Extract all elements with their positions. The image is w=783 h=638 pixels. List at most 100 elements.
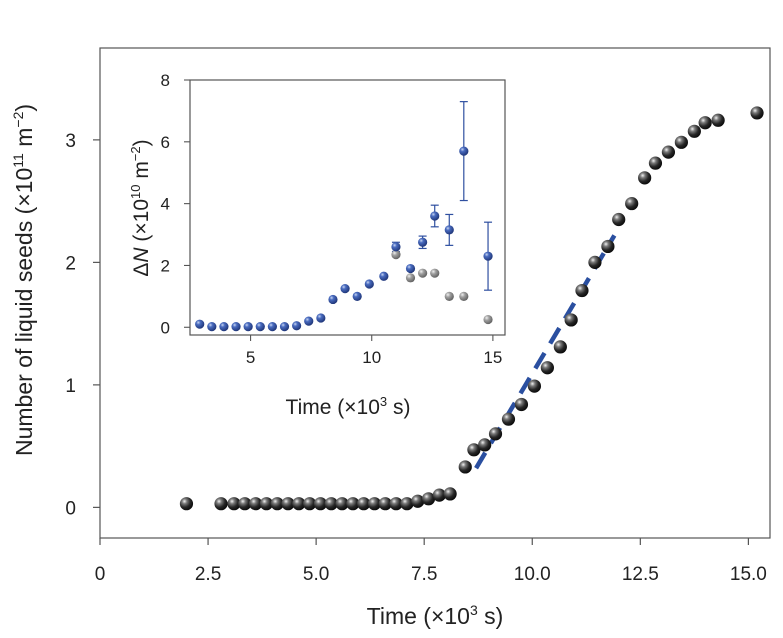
inset-gray-point bbox=[405, 273, 416, 283]
inset-gray-point bbox=[430, 268, 440, 278]
inset-blue-point bbox=[267, 322, 277, 332]
main-x-title-base: Time (×10 bbox=[367, 603, 470, 629]
main-data-point bbox=[661, 145, 676, 159]
inset-blue-point bbox=[459, 146, 469, 156]
inset-y-title-base: (×10 bbox=[130, 199, 153, 247]
main-x-tick-label: 0 bbox=[95, 564, 106, 585]
main-data-point bbox=[458, 460, 472, 474]
inset-y-tick-label: 2 bbox=[161, 256, 170, 275]
main-data-point bbox=[249, 497, 263, 511]
inset-blue-point bbox=[444, 225, 454, 235]
main-data-point bbox=[389, 497, 403, 511]
main-data-point bbox=[687, 124, 701, 138]
main-data-point bbox=[625, 196, 639, 211]
inset-blue-point bbox=[391, 242, 401, 252]
inset-blue-point bbox=[231, 322, 241, 332]
main-data-point bbox=[179, 497, 194, 511]
inset-blue-point bbox=[195, 319, 205, 329]
main-x-tick-label: 15.0 bbox=[730, 564, 767, 585]
main-x-title-exp: 3 bbox=[470, 602, 478, 618]
main-data-point bbox=[575, 283, 589, 298]
main-x-tick-label: 7.5 bbox=[411, 564, 437, 585]
main-y-title-mid: m bbox=[11, 128, 37, 154]
inset-gray-point bbox=[483, 314, 493, 325]
inset-blue-point bbox=[405, 263, 416, 274]
inset-y-title-exp: 10 bbox=[128, 185, 143, 199]
main-data-point bbox=[674, 135, 688, 149]
main-y-tick-label: 0 bbox=[65, 498, 76, 519]
inset-plot-frame bbox=[189, 79, 506, 336]
main-plot-frame bbox=[99, 47, 771, 539]
main-y-tick-label: 2 bbox=[65, 253, 76, 274]
main-data-point bbox=[378, 497, 392, 511]
inset-gray-point bbox=[418, 268, 428, 278]
main-data-point bbox=[227, 497, 241, 511]
inset-y-tick-label: 6 bbox=[161, 133, 170, 152]
inset-blue-point bbox=[328, 294, 338, 305]
inset-blue-point bbox=[207, 322, 217, 332]
inset-x-tick-label: 5 bbox=[246, 348, 255, 367]
main-data-point bbox=[259, 497, 274, 511]
inset-y-tick-label: 4 bbox=[161, 195, 170, 214]
main-data-point bbox=[281, 497, 295, 511]
main-data-point bbox=[335, 497, 349, 511]
main-data-point bbox=[601, 239, 615, 254]
main-x-title-unit: s) bbox=[478, 603, 504, 629]
inset-x-title-unit: s) bbox=[387, 396, 410, 419]
inset-blue-point bbox=[340, 284, 350, 294]
inset-y-ticks: 0 2 4 6 8 bbox=[161, 71, 190, 337]
inset-blue-point bbox=[292, 321, 302, 331]
inset-blue-point bbox=[430, 211, 440, 221]
main-data-point bbox=[588, 255, 602, 269]
inset-x-tick-label: 15 bbox=[483, 348, 502, 367]
main-data-point bbox=[357, 497, 371, 511]
main-data-point bbox=[214, 497, 228, 511]
inset-blue-point bbox=[219, 322, 229, 332]
inset-gray-point bbox=[444, 291, 454, 301]
main-data-point bbox=[367, 497, 382, 511]
main-data-point bbox=[292, 497, 306, 511]
inset-blue-point bbox=[379, 271, 389, 281]
inset-blue-point bbox=[304, 316, 314, 326]
inset-blue-point bbox=[243, 322, 253, 332]
main-y-title-end: ) bbox=[11, 104, 37, 112]
inset-x-title-exp: 3 bbox=[380, 394, 387, 409]
main-x-tick-label: 10.0 bbox=[514, 564, 551, 585]
main-data-point bbox=[711, 113, 725, 127]
main-data-point bbox=[527, 379, 542, 393]
inset-y-title-end: ) bbox=[130, 139, 153, 146]
inset-y-title-exp2: −2 bbox=[128, 146, 143, 161]
main-y-title-exp: 11 bbox=[10, 153, 26, 168]
main-data-points bbox=[179, 106, 764, 511]
main-data-point bbox=[612, 212, 626, 227]
main-data-point bbox=[638, 171, 652, 185]
main-data-point bbox=[478, 438, 492, 452]
main-data-point bbox=[488, 427, 503, 441]
inset-blue-point bbox=[255, 322, 265, 332]
main-data-point bbox=[324, 497, 338, 511]
main-data-point bbox=[750, 106, 764, 120]
inset-gray-point bbox=[391, 250, 401, 260]
inset-y-tick-label: 0 bbox=[161, 318, 170, 337]
inset-y-title-mid: m bbox=[130, 161, 153, 184]
inset-blue-point bbox=[279, 322, 290, 332]
inset-y-axis-title: ΔN (×1010 m−2) bbox=[128, 139, 153, 276]
main-x-tick-label: 12.5 bbox=[622, 564, 659, 585]
main-x-tick-label: 5.0 bbox=[303, 564, 329, 585]
inset-x-ticks: 5 10 15 bbox=[246, 335, 502, 367]
main-x-tick-label: 2.5 bbox=[195, 564, 221, 585]
main-data-point bbox=[270, 497, 284, 511]
main-y-tick-label: 3 bbox=[65, 131, 76, 152]
main-data-point bbox=[411, 494, 425, 508]
main-y-title-exp2: −2 bbox=[10, 111, 26, 127]
inset-data-points bbox=[195, 146, 493, 332]
main-data-point bbox=[564, 313, 578, 327]
main-data-point bbox=[432, 488, 446, 502]
main-y-ticks: 0 1 2 3 bbox=[65, 131, 100, 519]
inset-blue-point bbox=[418, 237, 428, 247]
main-x-axis-title: Time (×103 s) bbox=[367, 602, 504, 629]
inset-blue-point bbox=[364, 279, 374, 289]
inset-blue-point bbox=[352, 291, 362, 301]
